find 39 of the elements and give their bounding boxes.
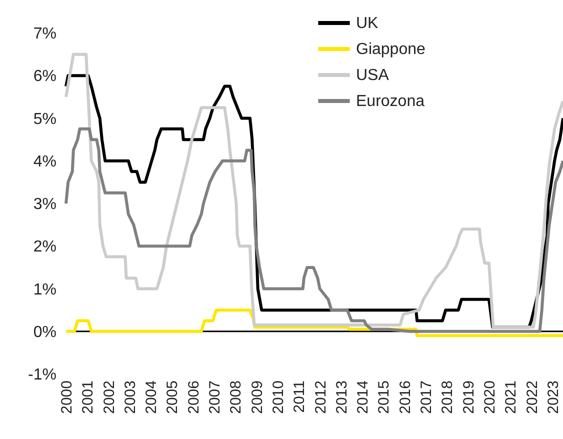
x-tick-label: 2010	[270, 380, 287, 414]
x-tick-label: 2016	[396, 380, 414, 414]
x-tick-label: 2019	[460, 380, 478, 414]
y-tick-label: 2%	[33, 238, 56, 256]
x-tick-label: 2004	[143, 380, 160, 414]
x-tick-label: 2013	[333, 380, 350, 414]
x-tick-label: 2000	[58, 380, 76, 414]
x-tick-label: 2015	[376, 380, 393, 414]
x-tick-label: 2014	[354, 380, 372, 414]
x-tick-label: 2002	[100, 380, 118, 414]
x-tick-label: 2017	[418, 380, 436, 414]
y-tick-label: 4%	[33, 153, 56, 170]
x-tick-label: 2011	[291, 380, 308, 413]
line-series	[64, 308, 563, 338]
x-tick-label: 2006	[185, 380, 202, 414]
x-tick-label: 2003	[122, 380, 139, 414]
y-tick-label: 7%	[33, 26, 56, 42]
y-tick-label: 3%	[33, 196, 56, 213]
y-tick-label: 1%	[33, 281, 56, 298]
y-tick-label: -1%	[28, 366, 56, 384]
y-tick-label: 5%	[33, 110, 56, 128]
legend-label: Giappone	[356, 41, 426, 58]
x-tick-label: 2007	[206, 380, 224, 414]
line-series	[64, 127, 563, 333]
y-tick-label: 0%	[33, 324, 56, 341]
x-tick-label: 2022	[524, 380, 541, 414]
x-tick-label: 2023	[544, 380, 562, 414]
x-tick-label: 2012	[312, 380, 330, 414]
x-tick-label: 2020	[481, 380, 498, 414]
x-tick-label: 2018	[439, 380, 456, 414]
x-tick-label: 2005	[164, 380, 182, 414]
x-tick-label: 2021	[502, 380, 520, 414]
x-tick-label: 2008	[228, 380, 245, 414]
legend-label: UK	[356, 15, 379, 32]
x-tick-label: 2009	[248, 380, 266, 414]
y-tick-label: 6%	[33, 68, 56, 86]
legend-label: USA	[356, 67, 390, 84]
legend-label: Eurozona	[356, 93, 425, 110]
x-tick-label: 2001	[80, 380, 97, 414]
